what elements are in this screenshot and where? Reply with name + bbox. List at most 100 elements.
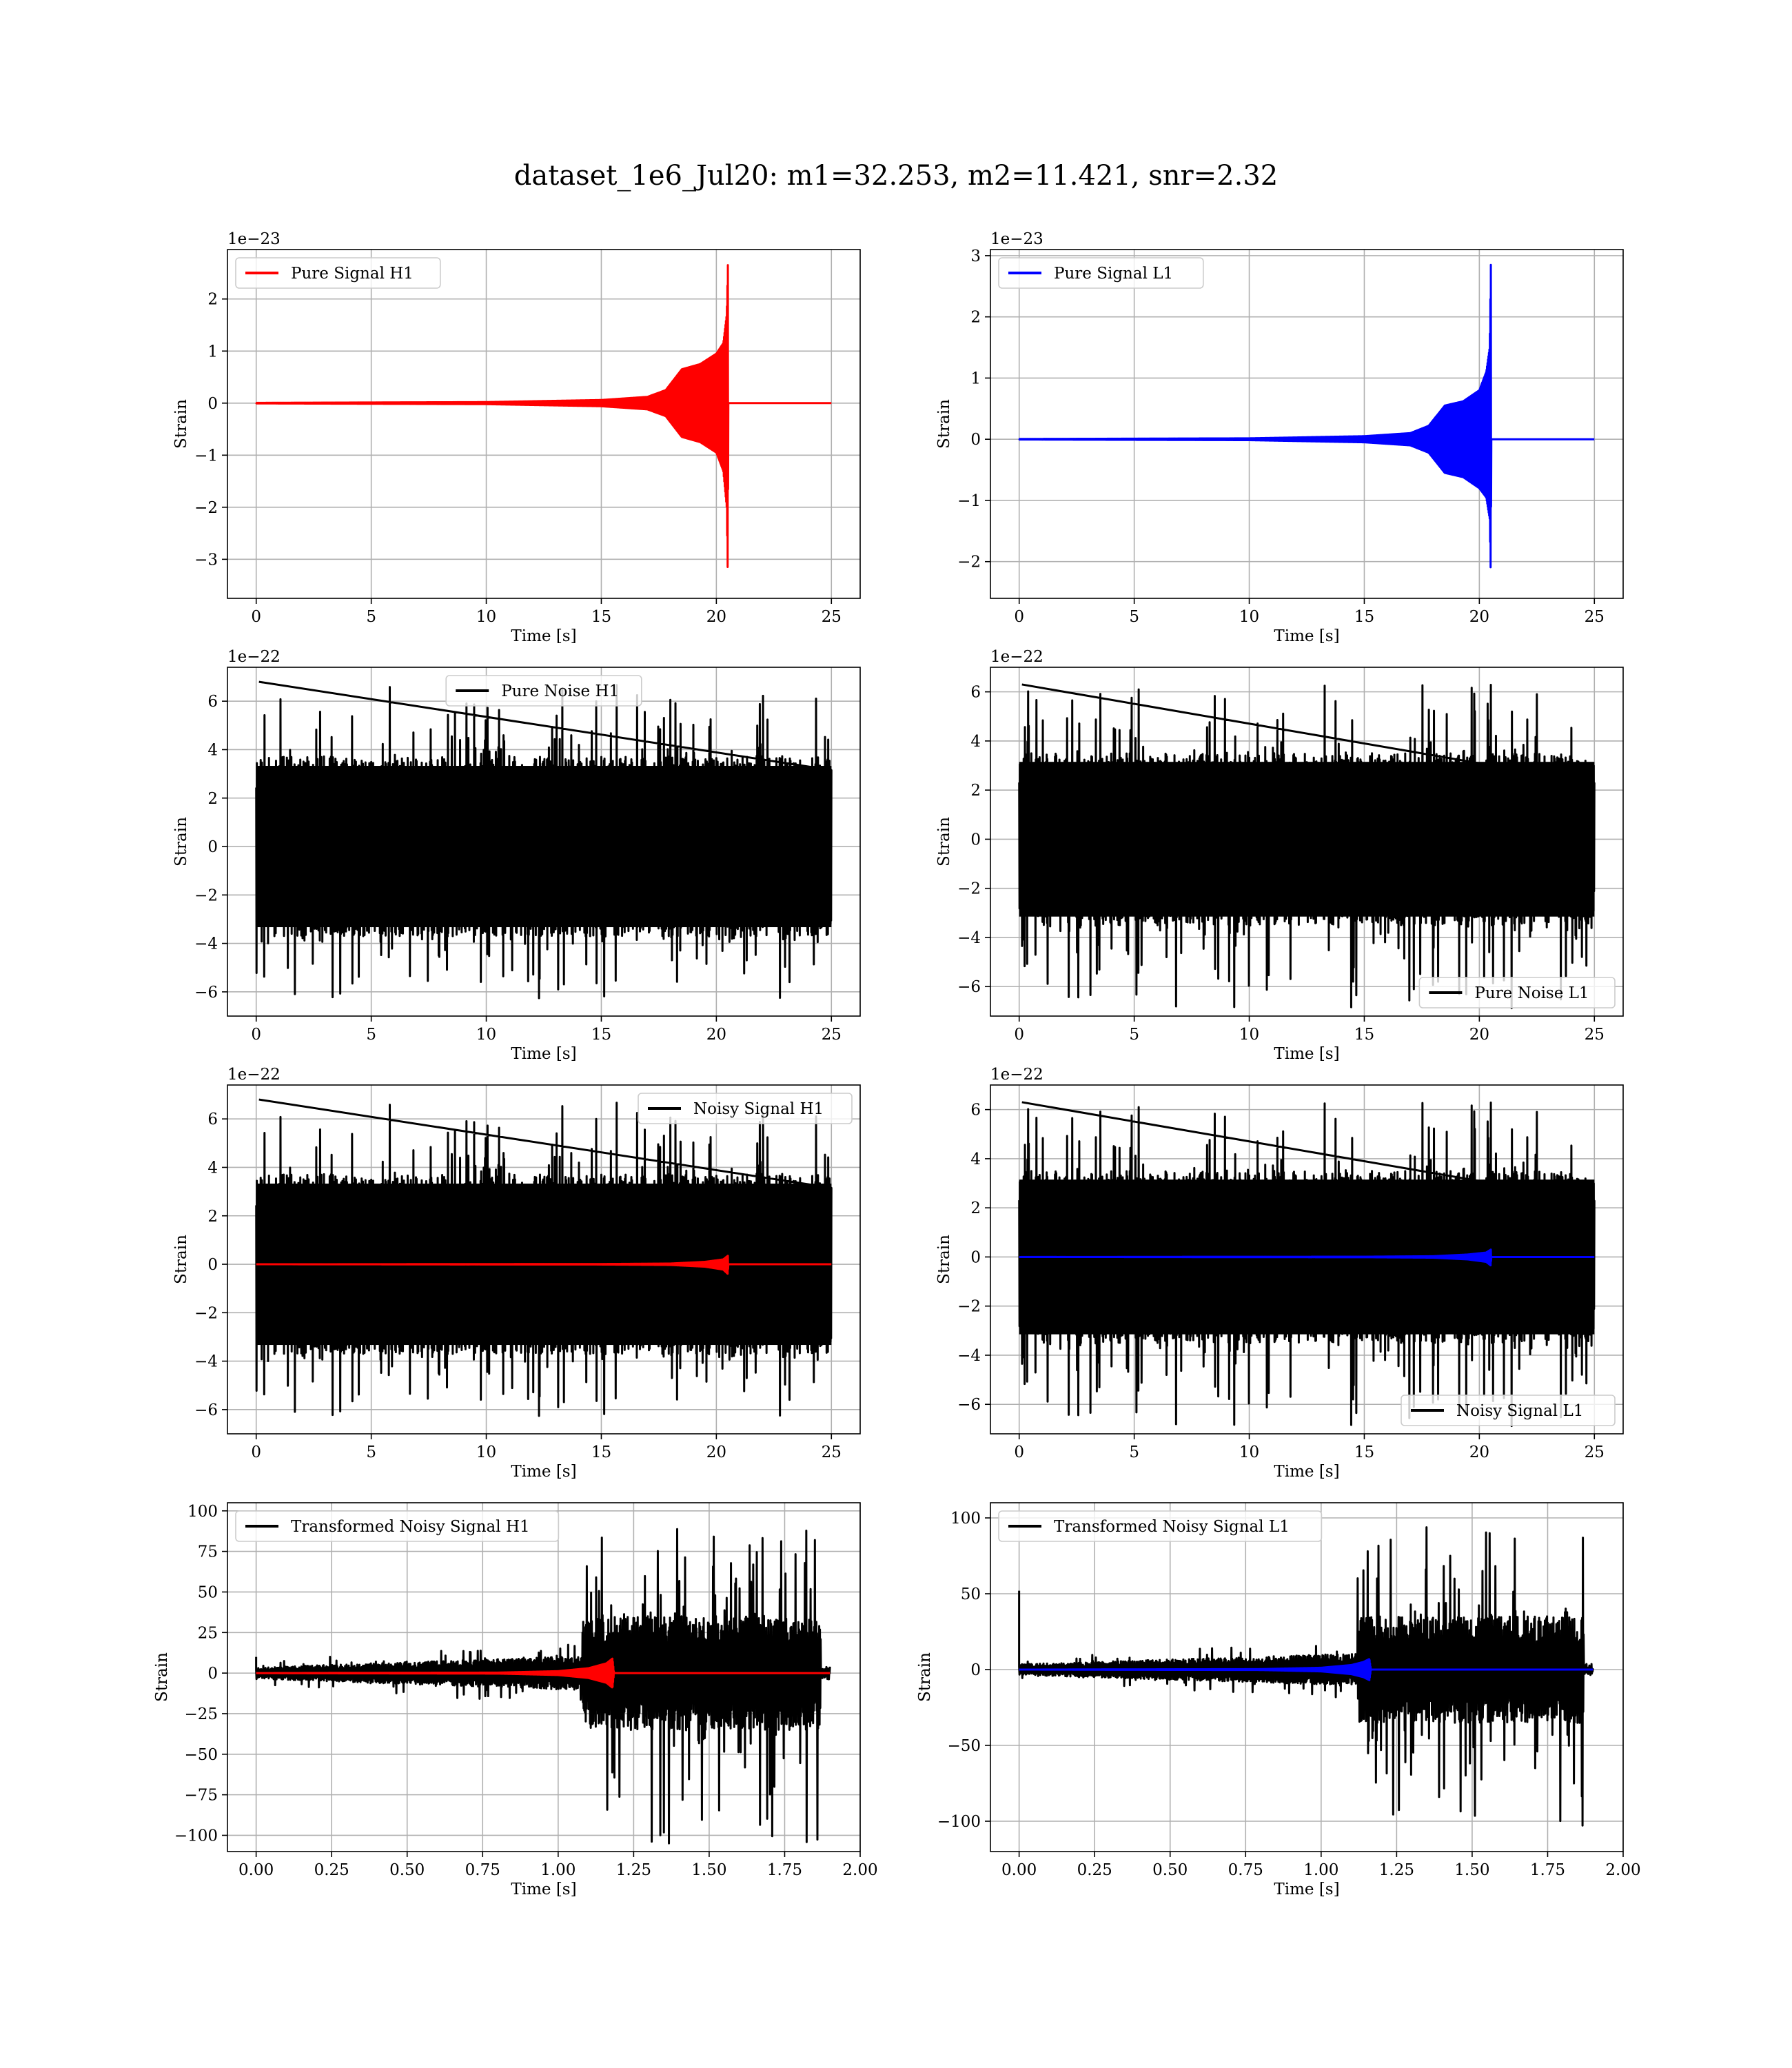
series-line-template-1 — [1018, 1658, 1594, 1681]
x-tick-label: 20 — [706, 608, 726, 626]
legend: Pure Noise H1 — [445, 675, 642, 707]
y-tick-label: −50 — [947, 1737, 981, 1755]
x-axis-label: Time [s] — [1274, 627, 1339, 645]
x-tick-label: 0 — [1014, 1443, 1024, 1461]
y-tick-label: −4 — [194, 935, 218, 953]
x-tick-label: 25 — [822, 1026, 842, 1044]
legend: Transformed Noisy Signal H1 — [235, 1510, 560, 1542]
y-tick-label: 6 — [207, 693, 218, 711]
y-tick-label: −2 — [194, 499, 218, 517]
y-tick-label: 0 — [207, 1665, 218, 1683]
figure-suptitle: dataset_1e6_Jul20: m1=32.253, m2=11.421,… — [514, 160, 1278, 192]
y-tick-label: −2 — [957, 880, 981, 898]
y-tick-label: 50 — [961, 1585, 981, 1603]
legend-label: Pure Signal H1 — [291, 265, 414, 283]
plot-area — [1018, 263, 1596, 569]
series-line-pure-signal-l1 — [1018, 263, 1596, 569]
axes-frame — [990, 1084, 1624, 1435]
x-tick-label: 0.00 — [238, 1861, 274, 1879]
x-tick-label: 15 — [591, 1026, 611, 1044]
x-tick-label: 5 — [1129, 1026, 1139, 1044]
y-tick-label: 2 — [207, 1208, 218, 1226]
series-line-transformed-noisy-signal-h1 — [255, 1528, 831, 1845]
plot-area — [255, 1098, 833, 1417]
x-tick-label: 5 — [366, 1026, 376, 1044]
y-tick-label: 6 — [970, 684, 981, 702]
x-tick-label: 0.50 — [1152, 1861, 1188, 1879]
x-tick-label: 1.50 — [691, 1861, 726, 1879]
y-tick-label: −6 — [957, 1396, 981, 1414]
subplot-transformed-noisy-signal-l1: 0.00 0.25 0.50 0.75 1.00 1.25 1.50 1.75 2.00 −100… — [916, 1502, 1641, 1898]
legend-box — [235, 257, 441, 289]
y-tick-label: 1 — [970, 369, 981, 387]
x-tick-label: 10 — [476, 1443, 496, 1461]
y-tick-label: −1 — [957, 492, 981, 510]
grid — [227, 250, 860, 598]
y-axis-label: Strain — [935, 817, 953, 866]
x-axis-label: Time [s] — [511, 1045, 576, 1063]
y-tick-label: −2 — [957, 1298, 981, 1316]
y-tick-label: 0 — [207, 1256, 218, 1274]
series-line-template-1 — [1018, 1248, 1596, 1267]
x-tick-label: 1.75 — [767, 1861, 802, 1879]
y-tick-label: −50 — [184, 1746, 218, 1764]
x-tick-label: 20 — [1469, 608, 1489, 626]
x-tick-label: 0.00 — [1001, 1861, 1037, 1879]
y-tick-label: 6 — [970, 1102, 981, 1119]
y-axis-label: Strain — [916, 1652, 934, 1702]
x-tick-label: 20 — [706, 1443, 726, 1461]
x-tick-label: 5 — [1129, 608, 1139, 626]
y-axis-label: Strain — [172, 1235, 190, 1284]
y-axis-label: Strain — [935, 1235, 953, 1284]
y-tick-label: 4 — [207, 741, 218, 759]
axis-offset-text: 1e−23 — [990, 230, 1043, 248]
y-tick-label: 3 — [970, 247, 981, 265]
x-tick-label: 20 — [706, 1026, 726, 1044]
series-line-noisy-signal-l1 — [1018, 1101, 1596, 1428]
y-tick-label: 4 — [970, 733, 981, 751]
series-line-pure-noise-h1 — [255, 680, 833, 1000]
subplot-transformed-noisy-signal-h1: 0.00 0.25 0.50 0.75 1.00 1.25 1.50 1.75 2.00 −100… — [153, 1502, 878, 1898]
x-axis-label: Time [s] — [511, 1881, 576, 1898]
y-axis-label: Strain — [153, 1652, 171, 1702]
y-tick-label: −2 — [957, 554, 981, 571]
axes-frame — [990, 1502, 1624, 1852]
y-tick-label: 100 — [187, 1503, 218, 1521]
x-tick-label: 0.50 — [389, 1861, 425, 1879]
legend-box — [1418, 977, 1616, 1008]
y-tick-label: 4 — [207, 1159, 218, 1177]
y-tick-label: 75 — [198, 1543, 218, 1561]
plot-area — [1018, 683, 1596, 1010]
x-tick-label: 1.00 — [1303, 1861, 1338, 1879]
y-tick-label: −6 — [194, 1401, 218, 1419]
x-tick-label: 5 — [366, 608, 376, 626]
x-tick-label: 15 — [591, 608, 611, 626]
y-tick-label: 0 — [207, 838, 218, 856]
x-tick-label: 10 — [1239, 608, 1259, 626]
y-tick-label: 2 — [970, 1199, 981, 1217]
y-tick-label: −100 — [937, 1813, 981, 1831]
x-tick-label: 10 — [476, 608, 496, 626]
axes-frame — [227, 249, 861, 599]
x-tick-label: 25 — [822, 608, 842, 626]
axis-offset-text: 1e−22 — [990, 648, 1043, 666]
y-tick-label: 6 — [207, 1111, 218, 1128]
x-tick-label: 15 — [591, 1443, 611, 1461]
y-tick-label: −25 — [184, 1705, 218, 1723]
x-tick-label: 10 — [1239, 1443, 1259, 1461]
y-tick-label: 0 — [970, 831, 981, 849]
y-axis-label: Strain — [172, 399, 190, 449]
x-tick-label: 15 — [1354, 608, 1374, 626]
y-tick-label: −100 — [174, 1827, 218, 1845]
y-tick-label: 50 — [198, 1583, 218, 1601]
x-tick-label: 0.75 — [465, 1861, 500, 1879]
x-tick-label: 20 — [1469, 1026, 1489, 1044]
x-tick-label: 0 — [251, 1443, 261, 1461]
axis-offset-text: 1e−22 — [227, 648, 281, 666]
x-tick-label: 10 — [476, 1026, 496, 1044]
y-tick-label: 25 — [198, 1624, 218, 1642]
x-axis-label: Time [s] — [1274, 1463, 1339, 1481]
x-tick-label: 1.50 — [1454, 1861, 1489, 1879]
x-tick-label: 0.25 — [314, 1861, 349, 1879]
